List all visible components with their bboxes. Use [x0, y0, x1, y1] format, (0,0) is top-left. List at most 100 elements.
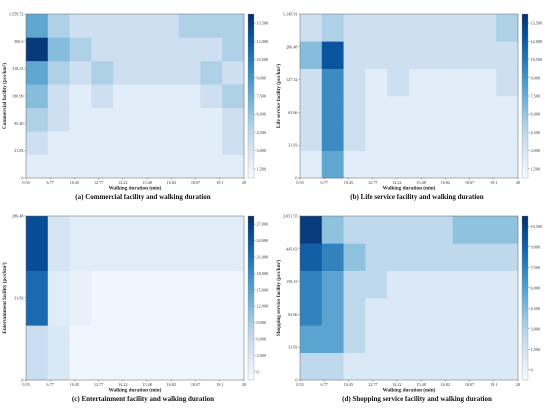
heatmap-cell [135, 270, 158, 326]
heatmap-cell [343, 150, 366, 179]
heatmap-cell [496, 123, 519, 151]
x-tick-label: 20 [516, 382, 520, 387]
colorbar-segment [248, 333, 254, 337]
x-tick-label: 18.07 [191, 382, 200, 387]
colorbar-tick-label: 4,500 [531, 306, 540, 312]
x-tick-label: 15.48 [142, 382, 151, 387]
heatmap-cell [365, 14, 388, 42]
heatmap-cell [47, 84, 70, 109]
heatmap-cell [409, 298, 432, 326]
heatmap-cell [387, 14, 410, 42]
heatmap-cell [365, 123, 388, 151]
colorbar-segment [522, 363, 528, 367]
colorbar-segment [248, 308, 254, 312]
heatmap-cell [387, 68, 410, 97]
colorbar-tick-label: 4,500 [257, 130, 266, 136]
heatmap-cell [387, 270, 410, 299]
colorbar-segment [522, 352, 528, 356]
heatmap-cell [113, 107, 136, 132]
colorbar-segment [522, 101, 528, 105]
heatmap-cell [178, 270, 201, 326]
colorbar-segment [248, 363, 254, 367]
heatmap-cell [452, 325, 475, 353]
colorbar-segment [248, 115, 254, 119]
colorbar-segment [522, 273, 528, 277]
colorbar-segment [248, 292, 254, 296]
heatmap-cell [387, 352, 410, 381]
heatmap-cell [26, 107, 49, 132]
colorbar-segment [248, 216, 254, 220]
heatmap-cell [222, 216, 245, 271]
colorbar-segment [522, 254, 528, 258]
y-tick-label: 0 [295, 176, 297, 181]
colorbar-segment [522, 30, 528, 34]
colorbar-segment [248, 55, 254, 59]
x-axis-label: Walking duration (min) [109, 185, 162, 192]
heatmap-cell [452, 298, 475, 326]
heatmap-cell [474, 14, 497, 42]
heatmap-cell [430, 14, 453, 42]
heatmap-cell [91, 270, 114, 326]
colorbar-segment [522, 79, 528, 83]
x-tick-label: 16.82 [441, 382, 450, 387]
heatmap-cell [222, 14, 245, 38]
heatmap-cell [474, 270, 497, 299]
colorbar-segment [522, 137, 528, 141]
colorbar-segment [248, 289, 254, 293]
heatmap-cell [222, 37, 245, 62]
colorbar-segment [522, 371, 528, 375]
colorbar-segment [522, 243, 528, 247]
colorbar-tick-label: 9,000 [531, 244, 540, 250]
colorbar-segment [248, 306, 254, 310]
heatmap-cell [321, 325, 344, 353]
heatmap-cell [321, 68, 344, 97]
heatmap-cell [300, 150, 323, 179]
heatmap-cell [200, 216, 223, 271]
colorbar-segment [522, 319, 528, 323]
colorbar-segment [522, 232, 528, 236]
heatmap-cell [135, 131, 158, 155]
heatmap-cell [178, 154, 201, 179]
colorbar-segment [522, 128, 528, 132]
colorbar-segment [248, 344, 254, 348]
colorbar-segment [248, 330, 254, 334]
colorbar-segment [522, 115, 528, 119]
colorbar-segment [248, 52, 254, 56]
colorbar-segment [248, 311, 254, 315]
colorbar-tick-label: 6,000 [531, 285, 540, 291]
colorbar-segment [248, 355, 254, 359]
colorbar-segment [248, 74, 254, 78]
colorbar-segment [248, 281, 254, 285]
x-axis-label: Walking duration (min) [383, 185, 436, 192]
heatmap-cell [430, 150, 453, 179]
x-tick-label: 10.45 [344, 382, 353, 387]
heatmap-cell [135, 154, 158, 179]
x-tick-label: 15.48 [416, 382, 425, 387]
panel-caption: (b) Life service facility and walking du… [350, 193, 483, 201]
colorbar-segment [522, 134, 528, 138]
colorbar-segment [522, 65, 528, 69]
colorbar-segment [248, 229, 254, 233]
heatmap-cell [474, 216, 497, 244]
colorbar-segment [248, 298, 254, 302]
colorbar-tick-label: 4,500 [531, 130, 540, 136]
heatmap-cell [321, 96, 344, 124]
colorbar-tick-label: 1,500 [257, 166, 266, 172]
heatmap-cell [200, 131, 223, 155]
colorbar-tick-label: 12,000 [257, 39, 269, 45]
colorbar-segment [248, 16, 254, 20]
heatmap-panel-4: 0.55 6.77 10.45 12.77 14.22 15.48 16.82 18.07 19… [275, 214, 542, 404]
x-tick-label: 16.82 [441, 180, 450, 185]
heatmap-cell [178, 325, 201, 381]
heatmap-cell [113, 84, 136, 109]
heatmap-cell [178, 14, 201, 38]
colorbar-segment [522, 153, 528, 157]
colorbar-segment [248, 358, 254, 362]
heatmap-cell [113, 154, 136, 179]
colorbar-segment [248, 273, 254, 277]
heatmap-cell [365, 41, 388, 69]
heatmap-cell [69, 325, 92, 381]
heatmap-cell [409, 14, 432, 42]
colorbar-segment [248, 131, 254, 135]
heatmap-cell [387, 216, 410, 244]
